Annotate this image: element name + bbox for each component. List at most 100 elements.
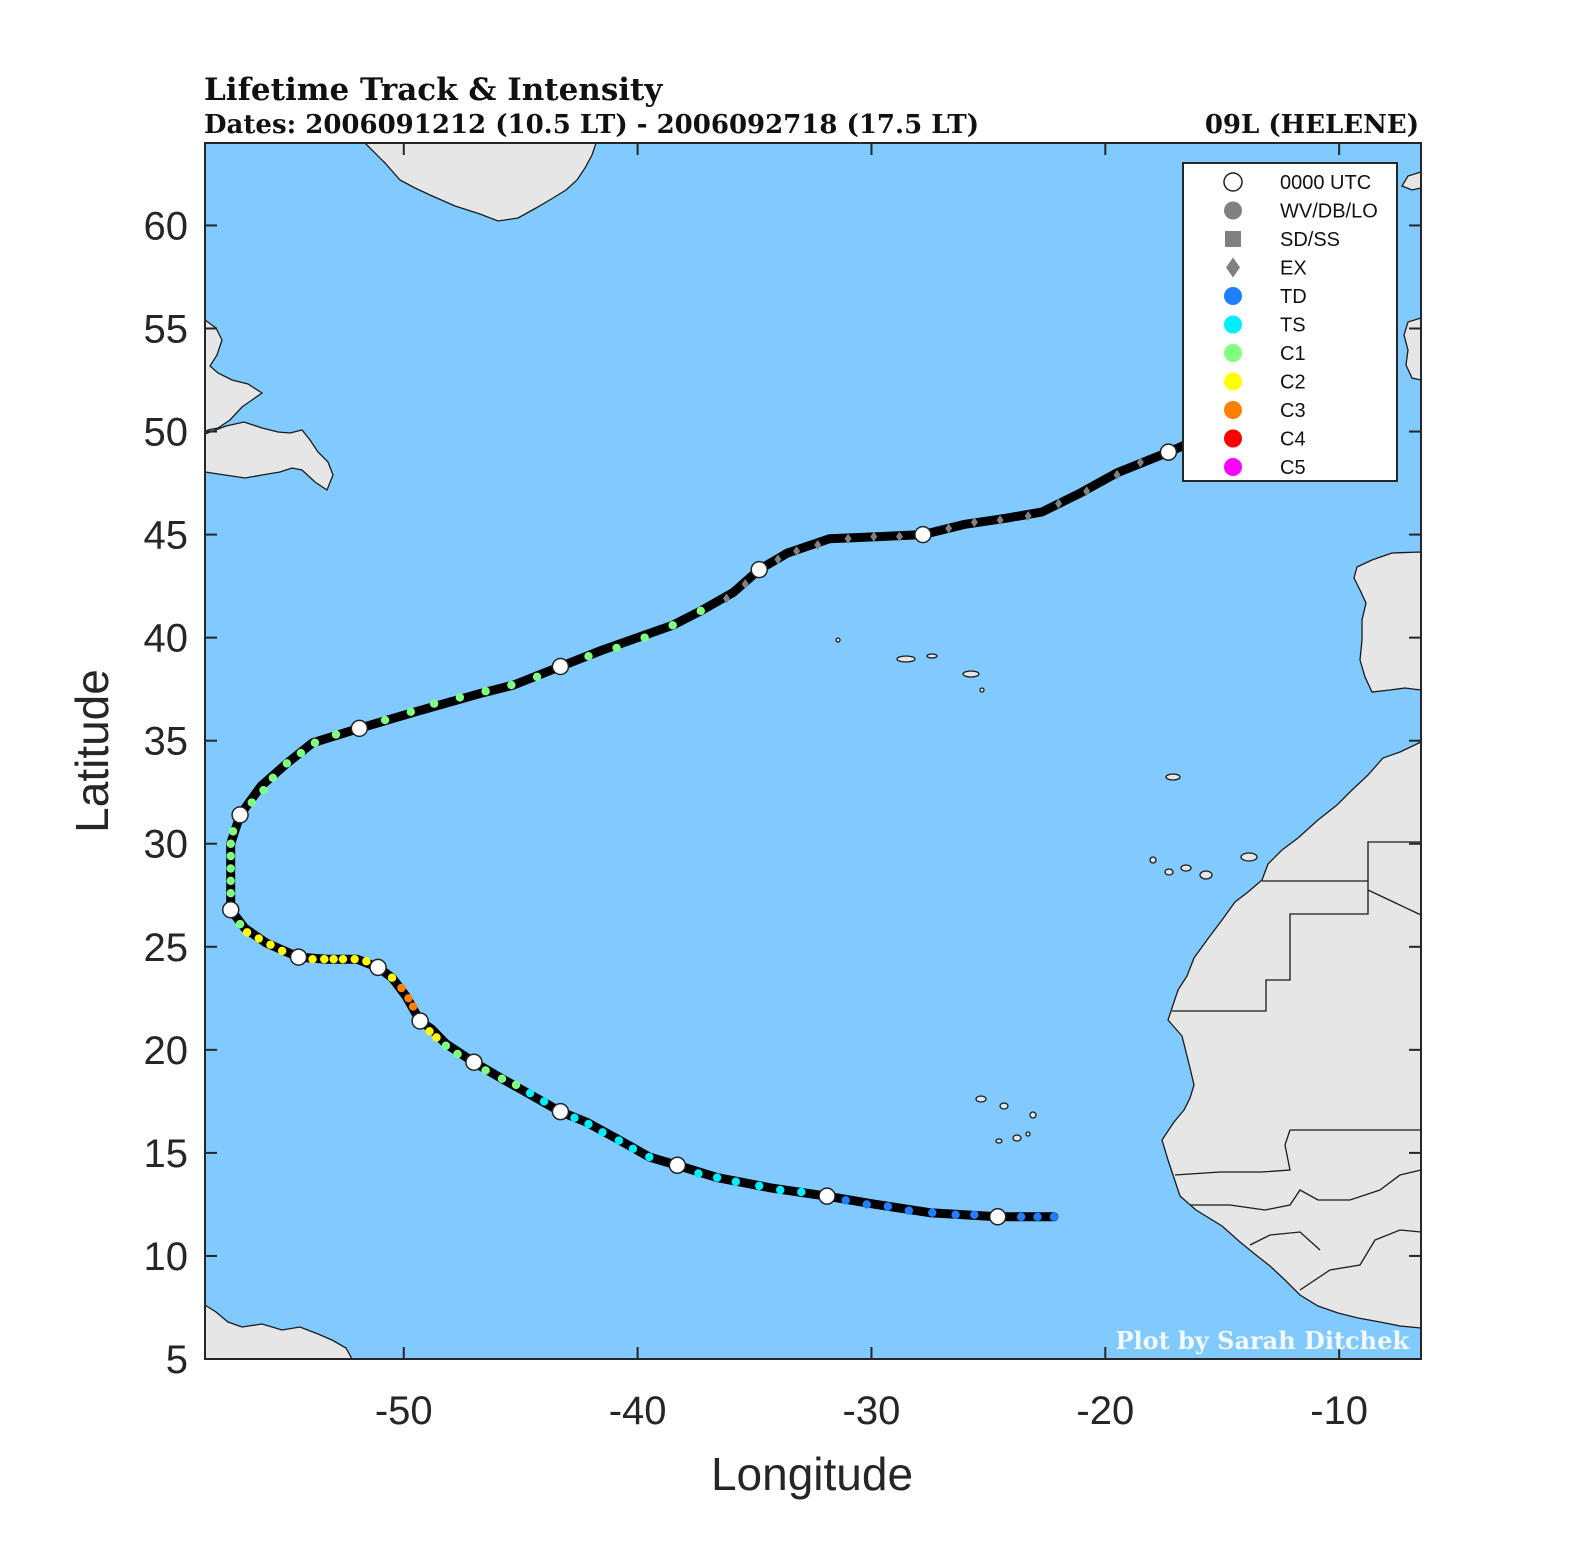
track-point-c1 xyxy=(481,687,490,696)
land-madeira xyxy=(1165,773,1181,781)
track-point-c2 xyxy=(425,1027,434,1036)
track-point-ex xyxy=(870,531,878,542)
track-point-ex xyxy=(1136,457,1144,468)
track-point-ts xyxy=(598,1128,607,1137)
track-point-c1 xyxy=(612,643,621,653)
track-point-c1 xyxy=(696,606,705,616)
x-tick-label: -10 xyxy=(1310,1389,1368,1433)
track-point-0000-utc xyxy=(465,1053,483,1071)
border-morocco-western-sahara xyxy=(1262,841,1421,882)
axes: -50 -40 -30 -20 -10 5 10 15 20 25 30 35 40 45 50 55 60 xyxy=(144,142,1422,1433)
track-point-c1 xyxy=(507,680,516,690)
track-point-ts xyxy=(628,1144,638,1153)
track-point-td xyxy=(970,1210,979,1219)
legend-label: C1 xyxy=(1280,343,1306,365)
track-point-ex xyxy=(774,554,782,565)
track-point-ex xyxy=(945,523,953,534)
land-canary-2 xyxy=(1199,870,1213,880)
y-tick-label: 15 xyxy=(144,1132,189,1176)
land-capeverde-4 xyxy=(1012,1134,1022,1142)
track-point-c3 xyxy=(408,1002,418,1011)
legend-label: TS xyxy=(1280,315,1306,337)
track-point-0000-utc xyxy=(411,1012,429,1030)
track-point-c1 xyxy=(226,839,235,848)
legend-item: C1 xyxy=(1224,343,1306,365)
land-canary-5 xyxy=(1149,856,1157,864)
legend-marker-diamond xyxy=(1226,257,1240,278)
land-capeverde-6 xyxy=(1025,1131,1031,1137)
track-point-c2 xyxy=(329,954,338,964)
land-british-isles xyxy=(1403,317,1421,381)
track-point-c2 xyxy=(362,957,371,966)
track-point-0000-utc xyxy=(221,900,240,919)
legend-marker-circle xyxy=(1224,458,1242,476)
land-capeverde-2 xyxy=(999,1102,1009,1110)
land-south-america xyxy=(205,1304,353,1359)
track-point-td xyxy=(1016,1212,1026,1221)
track-point-0000-utc xyxy=(668,1156,687,1175)
track-point-c2 xyxy=(277,946,287,956)
legend-marker-circle xyxy=(1224,401,1242,419)
border-sierra-leone xyxy=(1249,1231,1321,1251)
land-canary-1 xyxy=(1240,852,1258,862)
track-point-0000-utc xyxy=(551,1102,570,1121)
storm-track-layer xyxy=(221,439,1192,1226)
track-point-c1 xyxy=(226,851,235,861)
land-canary-4 xyxy=(1164,868,1174,876)
border-algeria-mali xyxy=(1367,889,1421,916)
track-point-ts xyxy=(731,1177,741,1186)
track-point-c3 xyxy=(397,983,406,993)
land-newfoundland-island xyxy=(205,421,334,491)
track-point-c2 xyxy=(387,973,397,982)
track-point-0000-utc xyxy=(369,958,387,977)
track-point-td xyxy=(904,1206,914,1215)
track-point-ex xyxy=(844,533,852,544)
legend-label: WV/DB/LO xyxy=(1280,201,1378,223)
track-point-ex xyxy=(996,515,1004,526)
track-point-c1 xyxy=(453,1049,462,1059)
track-point-c2 xyxy=(254,934,263,943)
legend-item: C5 xyxy=(1224,457,1306,479)
land-greenland xyxy=(364,143,597,222)
track-point-0000-utc xyxy=(818,1187,836,1205)
legend-item: WV/DB/LO xyxy=(1224,201,1378,223)
track-point-c2 xyxy=(242,928,252,937)
track-point-0000-utc xyxy=(289,948,308,966)
storm-name: 09L (HELENE) xyxy=(1205,110,1419,140)
y-tick-label: 40 xyxy=(144,617,189,661)
legend-label: EX xyxy=(1280,258,1307,280)
track-point-td xyxy=(1049,1212,1059,1221)
track-point-td xyxy=(928,1208,937,1217)
y-tick-label: 10 xyxy=(144,1235,189,1279)
legend-box xyxy=(1182,162,1398,482)
land-layer xyxy=(205,143,1421,1359)
track-point-ts xyxy=(525,1088,535,1098)
track-point-td xyxy=(1033,1212,1042,1221)
y-tick-label: 25 xyxy=(144,926,189,970)
legend-marker-circle xyxy=(1224,429,1242,448)
legend-marker-circle xyxy=(1224,287,1242,305)
credit-text: Plot by Sarah Ditchek xyxy=(1115,1326,1410,1355)
country-borders xyxy=(1172,841,1421,1291)
legend-items: 0000 UTC WV/DB/LO SD/SS EX TD TS C1 C2 C3 C4 C5 xyxy=(1223,172,1378,479)
track-point-ts xyxy=(797,1187,806,1197)
track-point-c2 xyxy=(338,954,348,964)
track-point-c1 xyxy=(247,798,256,807)
y-tick-label: 20 xyxy=(144,1029,189,1073)
legend-item: 0000 UTC xyxy=(1223,172,1371,194)
track-point-c1 xyxy=(226,876,235,886)
land-iberia xyxy=(1353,551,1421,693)
track-point-c1 xyxy=(406,707,415,717)
track-point-c1 xyxy=(481,1066,490,1075)
track-point-ts xyxy=(570,1113,579,1123)
legend-item: EX xyxy=(1226,257,1307,280)
track-point-0000-utc xyxy=(914,525,932,544)
track-point-ex xyxy=(1083,486,1091,497)
x-tick-label: -50 xyxy=(375,1389,433,1433)
track-point-td xyxy=(883,1202,893,1211)
x-tick-label: -30 xyxy=(843,1389,901,1433)
axes-box xyxy=(204,142,1422,1360)
land-azores-1 xyxy=(896,655,916,663)
legend: 0000 UTC WV/DB/LO SD/SS EX TD TS C1 C2 C3 C4 C5 xyxy=(1182,162,1398,482)
chart-dates: Dates: 2006091212 (10.5 LT) - 2006092718… xyxy=(204,110,979,140)
